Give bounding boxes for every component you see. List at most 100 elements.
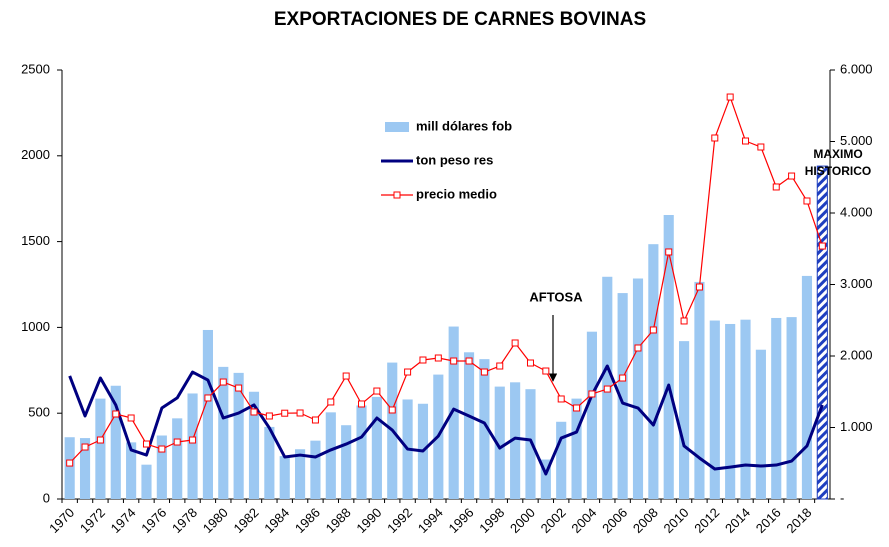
x-tick-label: 2016: [753, 505, 784, 536]
point: [327, 398, 335, 406]
line: [68, 364, 824, 476]
bar: [771, 317, 782, 499]
point: [619, 374, 627, 382]
y2-tick-label: 6.000: [840, 61, 873, 76]
bar: [463, 352, 475, 499]
bar: [448, 326, 459, 499]
bar: [95, 398, 106, 499]
bar: [172, 418, 183, 499]
point: [480, 368, 488, 376]
bar: [755, 349, 766, 499]
point: [112, 410, 120, 418]
x-tick-label: 2012: [691, 505, 722, 536]
x-tick-label: 1974: [108, 505, 139, 536]
bar: [556, 421, 567, 499]
x-tick-label: 2018: [783, 505, 814, 536]
x-tick-label: 1970: [46, 505, 77, 536]
x-tick-label: 2006: [599, 505, 630, 536]
point: [373, 387, 381, 395]
bar: [141, 464, 152, 499]
point: [81, 443, 89, 451]
point: [742, 137, 750, 145]
bar: [356, 405, 367, 499]
point: [649, 326, 657, 334]
bar: [725, 323, 736, 499]
x-tick-label: 1976: [138, 505, 169, 536]
point: [603, 385, 611, 393]
point: [557, 395, 565, 403]
x-tick-label: 1982: [230, 505, 261, 536]
bar: [233, 372, 244, 499]
point: [680, 317, 688, 325]
y-tick-label: 1500: [21, 233, 50, 248]
y2-tick-label: -: [840, 490, 844, 505]
bar: [571, 398, 582, 499]
bar: [264, 426, 275, 499]
point: [788, 172, 796, 180]
x-tick-label: 1992: [384, 505, 415, 536]
bar: [510, 382, 521, 499]
legend-swatch: [385, 122, 409, 132]
point: [235, 384, 243, 392]
point: [66, 459, 74, 467]
bar: [310, 440, 321, 499]
x-tick-label: 2010: [661, 505, 692, 536]
legend-label: ton peso res: [416, 152, 493, 167]
x-tick-label: 1986: [292, 505, 323, 536]
legend-label: mill dólares fob: [416, 118, 512, 133]
x-tick-label: 1994: [415, 505, 446, 536]
point: [588, 390, 596, 398]
point: [265, 412, 273, 420]
legend-label: precio medio: [416, 186, 497, 201]
bar: [187, 393, 198, 499]
point: [250, 408, 258, 416]
x-tick-label: 1996: [446, 505, 477, 536]
point: [465, 357, 473, 365]
point: [772, 183, 780, 191]
x-tick-label: 1988: [323, 505, 354, 536]
x-tick-label: 2000: [507, 505, 538, 536]
point: [511, 339, 519, 347]
point: [388, 406, 396, 414]
annotation: MAXIMO: [813, 147, 862, 161]
bar: [540, 459, 551, 499]
point: [96, 436, 104, 444]
bar: [679, 341, 690, 499]
point: [818, 242, 826, 250]
bar: [479, 359, 490, 499]
bar: [79, 438, 91, 499]
point: [358, 400, 366, 408]
x-tick-label: 2008: [630, 505, 661, 536]
bar: [801, 275, 813, 499]
point: [127, 414, 135, 422]
bar: [64, 437, 75, 499]
point: [711, 134, 719, 142]
y2-tick-label: 1.000: [840, 419, 873, 434]
y2-tick-label: 4.000: [840, 204, 873, 219]
point: [419, 356, 427, 364]
bar: [371, 396, 382, 499]
x-tick-label: 1980: [200, 505, 231, 536]
point: [496, 362, 504, 370]
point: [803, 197, 811, 205]
point: [573, 404, 581, 412]
bar: [648, 244, 659, 499]
point: [450, 357, 458, 365]
y2-tick-label: 3.000: [840, 276, 873, 291]
bar: [786, 317, 797, 499]
bar: [248, 391, 260, 499]
bar: [218, 366, 229, 499]
bar: [694, 281, 705, 499]
point: [173, 438, 181, 446]
bar: [341, 425, 352, 499]
bar: [494, 386, 505, 499]
point: [189, 436, 197, 444]
bar: [586, 331, 597, 499]
y-tick-label: 2500: [21, 61, 50, 76]
point: [526, 359, 534, 367]
point: [142, 440, 150, 448]
point: [296, 409, 304, 417]
annotation: AFTOSA: [529, 289, 583, 304]
bar: [126, 442, 137, 499]
bar: [525, 389, 536, 499]
